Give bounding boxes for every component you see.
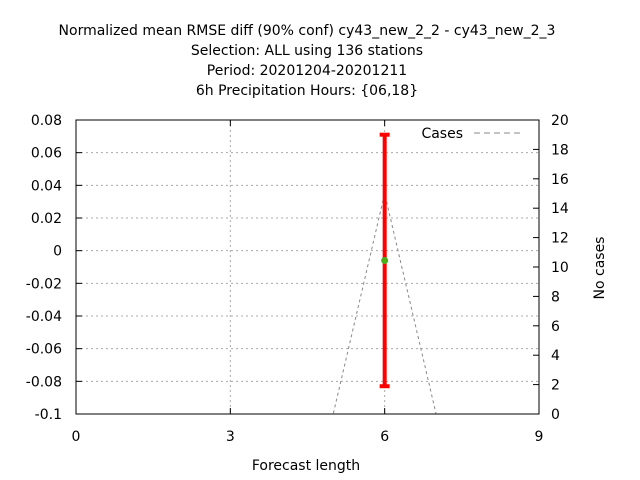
y-tick-label-4: -0.02 (26, 276, 62, 292)
y2-tick-label-1: 2 (551, 378, 560, 394)
legend-label-cases: Cases (421, 126, 463, 142)
y-tick-label-8: 0.06 (31, 146, 62, 162)
y2-tick-label-4: 8 (551, 289, 560, 305)
y-tick-label-6: 0.02 (31, 211, 62, 227)
y2-tick-label-10: 20 (551, 113, 569, 129)
title-line-4: 6h Precipitation Hours: {06,18} (196, 83, 418, 99)
plot-frame (75, 119, 540, 415)
x-tick-label-3: 9 (535, 429, 544, 445)
y-tick-label-7: 0.04 (31, 178, 62, 194)
y-tick-label-1: -0.08 (26, 374, 62, 390)
error-bar (379, 132, 390, 389)
y2-tick-label-6: 12 (551, 231, 569, 247)
y2-tick-label-7: 14 (551, 201, 569, 217)
y2-axis-label: No cases (592, 237, 608, 300)
y-tick-label-5: 0 (53, 244, 62, 260)
axis-ticks (75, 119, 540, 415)
x-axis-tick-labels: 0 3 6 9 (72, 429, 544, 445)
y-tick-label-3: -0.04 (26, 309, 62, 325)
grid-lines (76, 120, 539, 414)
x-tick-label-1: 3 (226, 429, 235, 445)
y2-tick-label-0: 0 (551, 407, 560, 423)
title-line-3: Period: 20201204-20201211 (207, 63, 407, 79)
y-axis-tick-labels: -0.1 -0.08 -0.06 -0.04 -0.02 0 0.02 0.04 0.06 0.0… (26, 113, 62, 423)
mean-marker (381, 256, 389, 264)
x-axis-label: Forecast length (252, 458, 360, 474)
x-tick-label-0: 0 (72, 429, 81, 445)
y2-tick-label-9: 18 (551, 142, 569, 158)
x-tick-label-2: 6 (380, 429, 389, 445)
y2-tick-label-3: 6 (551, 319, 560, 335)
title-line-1: Normalized mean RMSE diff (90% conf) cy4… (59, 23, 556, 39)
y2-axis-tick-labels: 0 2 4 6 8 10 12 14 16 18 20 (551, 113, 569, 423)
legend: Cases (421, 126, 521, 142)
y2-tick-label-8: 16 (551, 172, 569, 188)
y-tick-label-9: 0.08 (31, 113, 62, 129)
y-tick-label-0: -0.1 (35, 407, 62, 423)
chart-title: Normalized mean RMSE diff (90% conf) cy4… (59, 23, 556, 99)
y-tick-label-2: -0.06 (26, 342, 62, 358)
title-line-2: Selection: ALL using 136 stations (191, 43, 423, 59)
y2-tick-label-5: 10 (551, 260, 569, 276)
y2-tick-label-2: 4 (551, 348, 560, 364)
